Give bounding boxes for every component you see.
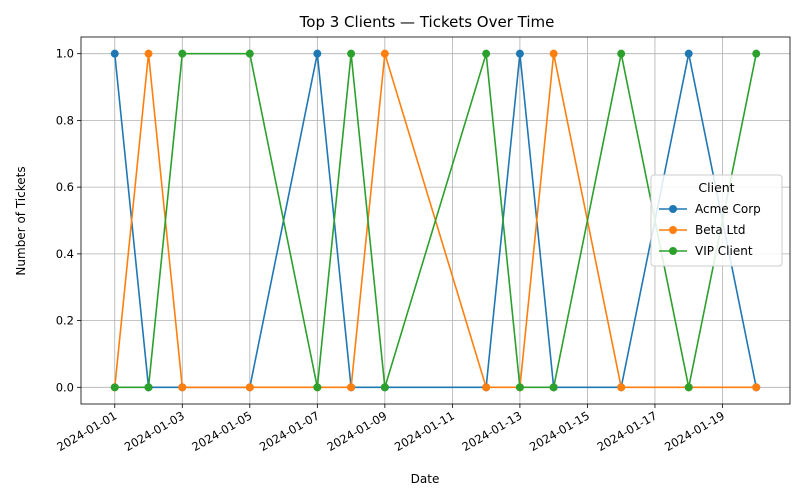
- y-tick-label: 0.8: [56, 113, 74, 127]
- data-point: [347, 49, 356, 58]
- y-tick-label: 1.0: [56, 47, 74, 61]
- data-point: [482, 383, 491, 392]
- chart-title: Top 3 Clients — Tickets Over Time: [299, 13, 555, 31]
- legend-swatch-marker: [669, 247, 677, 255]
- legend: Client Acme Corp Beta Ltd VIP Client: [650, 174, 783, 267]
- legend-item: VIP Client: [659, 244, 753, 258]
- y-tick-label: 0.2: [56, 314, 74, 328]
- data-point: [380, 383, 389, 392]
- data-point: [347, 383, 356, 392]
- data-point: [549, 383, 558, 392]
- data-point: [144, 49, 153, 58]
- y-tick-label: 0.4: [56, 247, 74, 261]
- data-point: [549, 49, 558, 58]
- data-point: [380, 49, 389, 58]
- axes: [77, 36, 791, 408]
- data-point: [110, 49, 119, 58]
- data-point: [313, 383, 322, 392]
- legend-title: Client: [698, 180, 734, 195]
- data-point: [617, 49, 626, 58]
- data-point: [515, 383, 524, 392]
- data-point: [178, 49, 187, 58]
- data-point: [617, 383, 626, 392]
- y-axis-label: Number of Tickets: [14, 166, 28, 275]
- data-point: [752, 383, 761, 392]
- series-lines: [110, 49, 761, 392]
- legend-label: VIP Client: [695, 244, 753, 258]
- series-vip-client: [110, 49, 761, 392]
- data-point: [245, 383, 254, 392]
- legend-box: [650, 174, 783, 267]
- data-point: [684, 383, 693, 392]
- data-point: [144, 383, 153, 392]
- legend-swatch-marker: [669, 205, 677, 213]
- legend-item: Beta Ltd: [659, 223, 746, 237]
- data-point: [684, 49, 693, 58]
- data-point: [178, 383, 187, 392]
- data-point: [313, 49, 322, 58]
- y-tick-label: 0.6: [56, 180, 74, 194]
- legend-label: Beta Ltd: [695, 223, 746, 237]
- data-point: [482, 49, 491, 58]
- data-point: [515, 49, 524, 58]
- x-axis-label: Date: [411, 472, 440, 486]
- data-point: [110, 383, 119, 392]
- plot-frame: [80, 36, 791, 405]
- legend-label: Acme Corp: [695, 202, 761, 216]
- data-point: [245, 49, 254, 58]
- data-point: [752, 49, 761, 58]
- legend-item: Acme Corp: [659, 202, 761, 216]
- legend-swatch-marker: [669, 226, 677, 234]
- y-tick-label: 0.0: [56, 380, 74, 394]
